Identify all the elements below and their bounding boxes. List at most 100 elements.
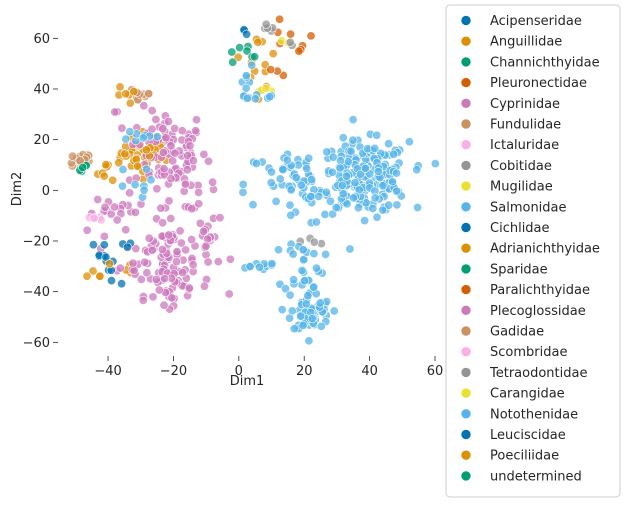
point-salmonidae — [282, 155, 292, 165]
point-salmonidae — [285, 313, 295, 323]
legend-label: Gadidae — [490, 325, 544, 340]
point-salmonidae — [372, 212, 382, 222]
point-cyprinidae — [144, 233, 154, 243]
legend-label: undetermined — [490, 469, 582, 484]
legend-item: Acipenseridae — [460, 14, 582, 29]
y-tick-label: −40 — [23, 285, 50, 300]
point-cyprinidae — [151, 115, 161, 125]
point-salmonidae — [316, 321, 326, 331]
point-cyprinidae — [178, 267, 188, 277]
point-salmonidae — [355, 169, 365, 179]
point-salmonidae — [298, 320, 308, 330]
point-pleuronectidae — [266, 65, 276, 75]
point-salmonidae — [314, 191, 324, 201]
point-scombridae — [89, 213, 99, 223]
legend-marker — [460, 470, 472, 482]
point-salmonidae — [338, 189, 348, 199]
legend-marker — [460, 180, 472, 192]
point-salmonidae — [430, 159, 440, 169]
legend-label: Channichthyidae — [490, 55, 600, 70]
point-leuciscidae — [107, 276, 117, 286]
point-cyprinidae — [161, 133, 171, 143]
point-salmonidae — [392, 200, 402, 210]
point-salmonidae — [391, 168, 401, 178]
legend-label: Adrianichthyidae — [490, 242, 600, 257]
point-cyprinidae — [194, 187, 204, 197]
point-cyprinidae — [130, 207, 140, 217]
point-salmonidae — [266, 178, 276, 188]
point-salmonidae — [389, 149, 399, 159]
legend-item: Notothenidae — [460, 407, 578, 422]
legend-item: Tetraodontidae — [460, 366, 587, 381]
point-cyprinidae — [175, 226, 185, 236]
point-salmonidae — [271, 196, 281, 206]
legend-label: Pleuronectidae — [490, 76, 587, 91]
point-cyprinidae — [166, 141, 176, 151]
point-cyprinidae — [128, 258, 138, 268]
point-cyprinidae — [136, 274, 146, 284]
x-tick-label: 60 — [427, 364, 444, 379]
points-layer — [67, 14, 440, 346]
point-salmonidae — [298, 245, 308, 255]
point-salmonidae — [311, 217, 321, 227]
point-salmonidae — [321, 187, 331, 197]
legend-marker — [460, 160, 472, 171]
point-cobitidae — [309, 237, 319, 247]
point-salmonidae — [320, 209, 330, 219]
legend-label: Leuciscidae — [490, 428, 566, 443]
point-cyprinidae — [158, 124, 168, 134]
point-adrianichthyidae — [82, 271, 92, 281]
y-axis-label: Dim2 — [10, 172, 25, 207]
point-salmonidae — [404, 137, 414, 147]
point-salmonidae — [350, 178, 360, 188]
point-cyprinidae — [176, 238, 186, 248]
point-salmonidae — [285, 290, 295, 300]
point-cyprinidae — [151, 274, 161, 284]
legend-label: Plecoglossidae — [490, 304, 586, 319]
legend-item: Mugilidae — [460, 180, 553, 195]
legend-marker — [460, 284, 472, 295]
x-tick-label: 20 — [296, 364, 313, 379]
y-tick-label: 0 — [42, 184, 50, 199]
legend-label: Cyprinidae — [490, 97, 560, 112]
point-salmonidae — [296, 311, 306, 321]
point-cyprinidae — [199, 149, 209, 159]
point-salmonidae — [285, 200, 295, 210]
point-poeciliidae — [253, 37, 263, 47]
point-cichlidae — [99, 240, 109, 250]
point-cyprinidae — [184, 283, 194, 293]
point-salmonidae — [311, 263, 321, 273]
point-poeciliidae — [133, 161, 143, 171]
point-cyprinidae — [203, 257, 213, 267]
point-cyprinidae — [117, 123, 127, 133]
point-salmonidae — [238, 187, 248, 197]
point-salmonidae — [368, 204, 378, 214]
point-notothenidae — [265, 92, 275, 102]
y-tick-label: 60 — [33, 32, 50, 47]
point-salmonidae — [327, 167, 337, 177]
legend-item: Cyprinidae — [460, 97, 560, 112]
legend-label: Cichlidae — [490, 221, 550, 236]
y-tick-label: 20 — [33, 133, 50, 148]
point-pleuronectidae — [286, 29, 296, 39]
legend-item: Salmonidae — [460, 200, 567, 215]
point-salmonidae — [384, 200, 394, 210]
point-cyprinidae — [160, 274, 170, 284]
point-cyprinidae — [142, 268, 152, 278]
point-adrianichthyidae — [105, 259, 115, 269]
point-salmonidae — [337, 180, 347, 190]
point-cyprinidae — [148, 292, 158, 302]
y-axis: −60 −40 −20 0 20 40 60 — [23, 32, 58, 351]
legend-item: Sparidae — [460, 262, 548, 277]
point-salmonidae — [307, 314, 317, 324]
point-salmonidae — [370, 193, 380, 203]
legend-marker — [460, 263, 472, 275]
point-salmonidae — [360, 216, 370, 226]
point-cyprinidae — [129, 265, 139, 275]
point-salmonidae — [315, 298, 325, 308]
point-cyprinidae — [208, 177, 218, 187]
legend-marker — [460, 367, 472, 378]
point-cyprinidae — [158, 148, 168, 158]
legend-label: Ictaluridae — [490, 138, 559, 153]
legend-marker — [460, 77, 472, 88]
